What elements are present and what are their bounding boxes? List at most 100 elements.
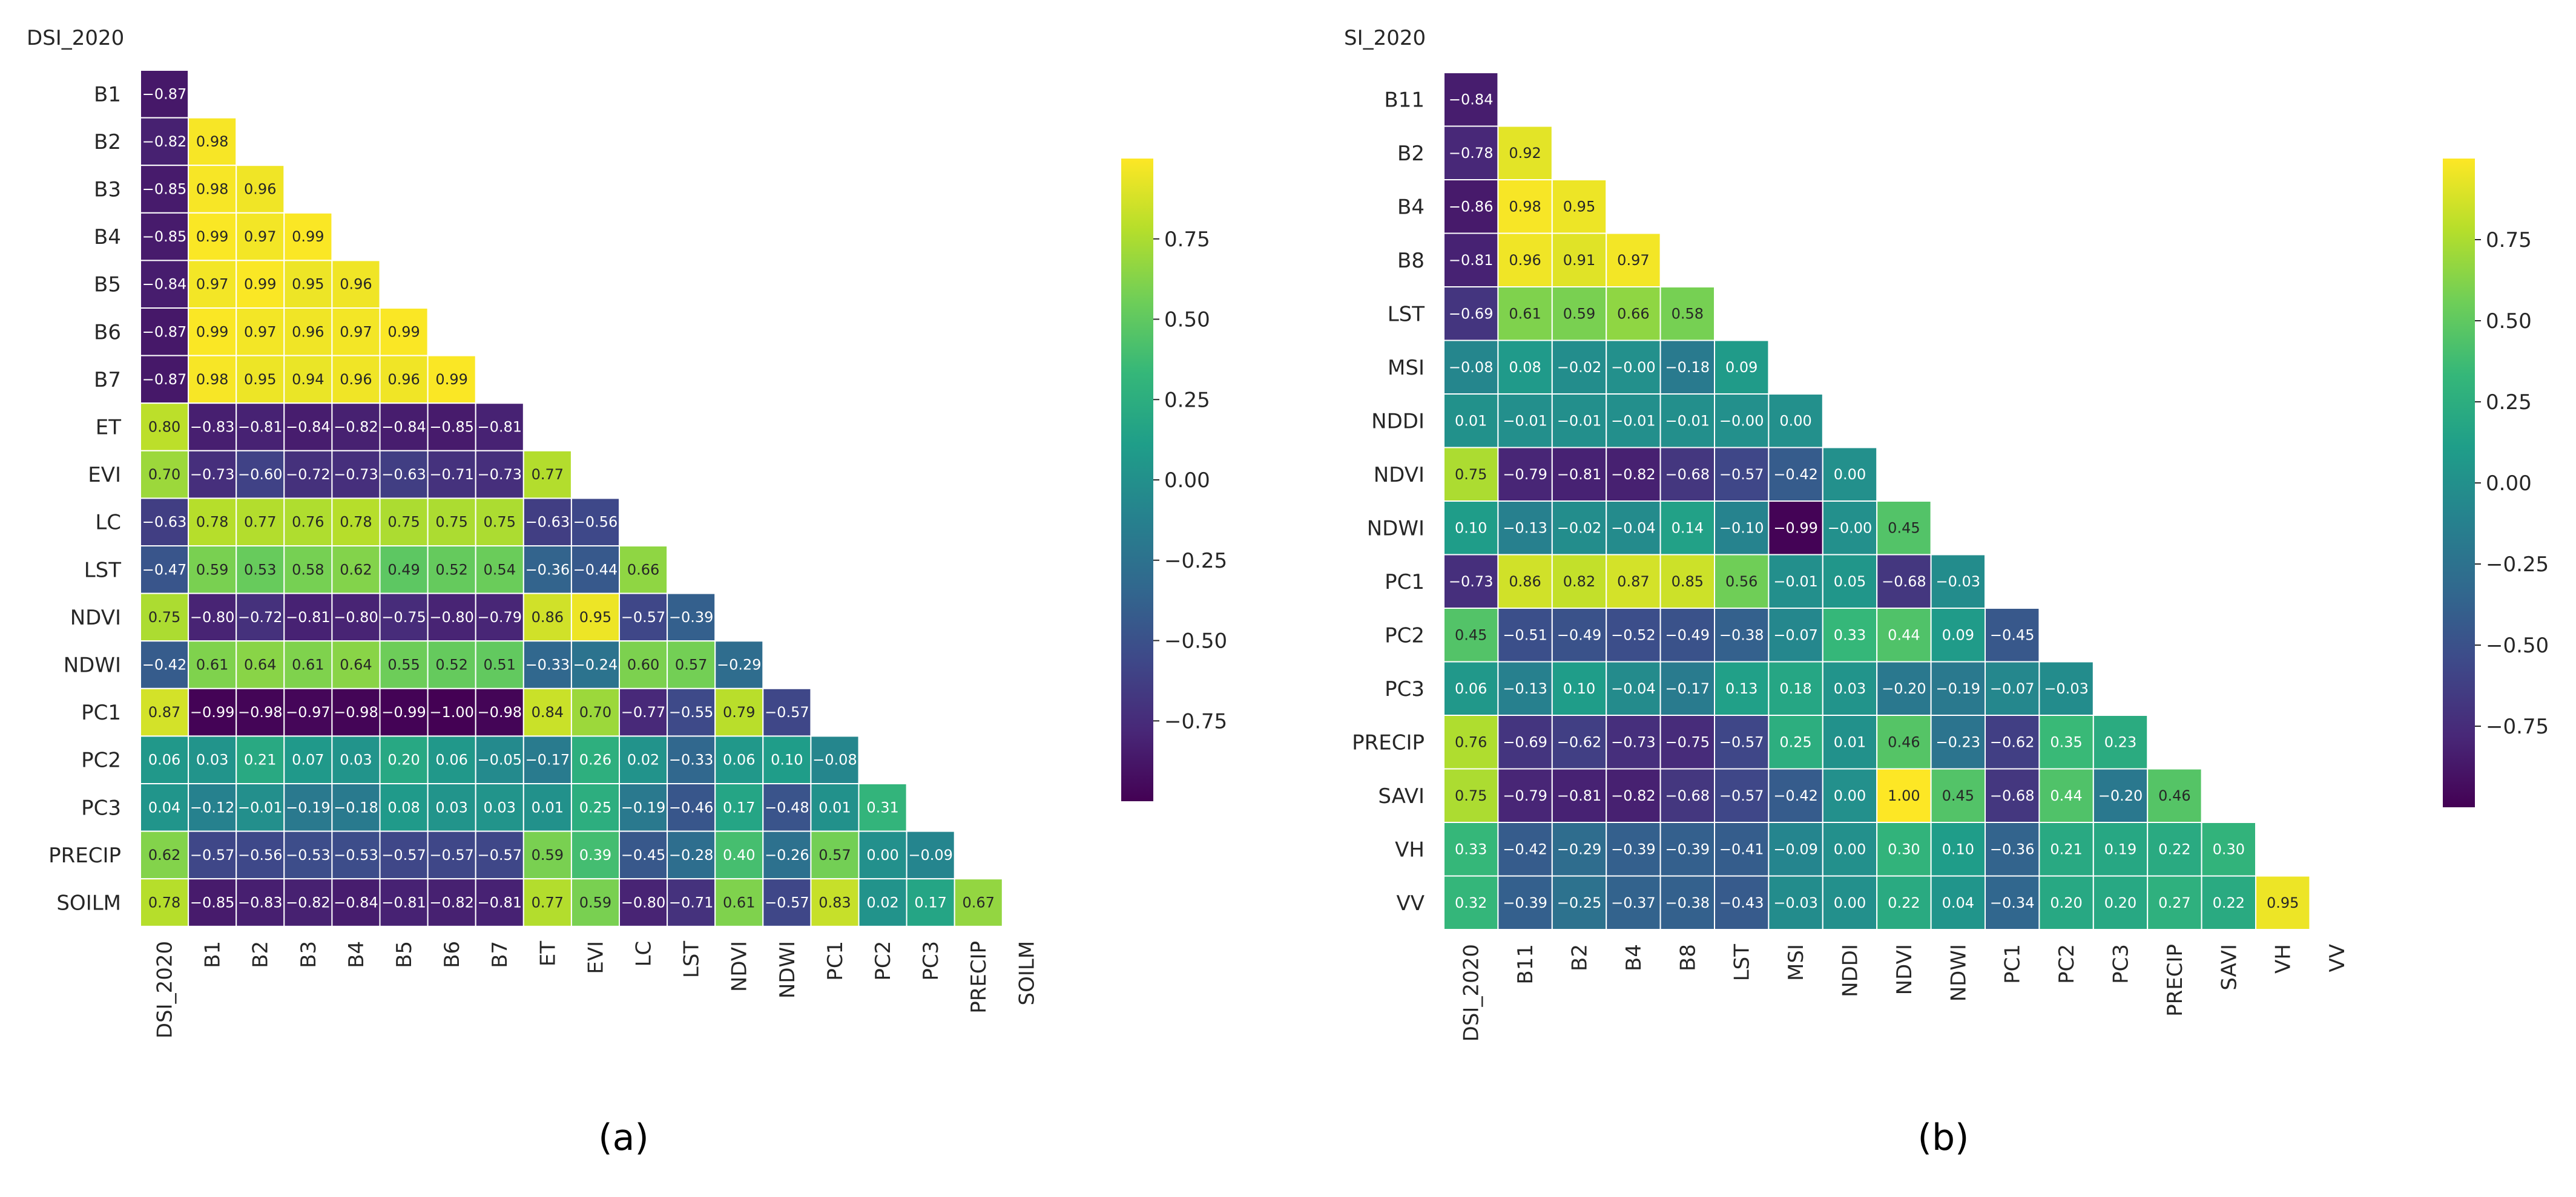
cell-value-label: −0.07 [1773, 626, 1818, 643]
heatmap-cell [283, 640, 333, 689]
heatmap-cell [1497, 179, 1553, 234]
cell-value-label: 0.96 [387, 371, 420, 388]
heatmap-cell [1876, 875, 1932, 930]
cell-value-label: −0.85 [429, 419, 474, 436]
cell-value-label: 0.21 [2050, 841, 2082, 858]
row-tick-label: B4 [94, 225, 121, 249]
heatmap-cell [762, 735, 812, 785]
heatmap-cell [1497, 393, 1553, 448]
cell-value-label: −0.84 [286, 419, 331, 436]
cell-value-label: 0.80 [148, 419, 180, 436]
chart-title: DSI_2020 [27, 26, 124, 50]
panel-caption: (b) [1918, 1117, 1969, 1159]
cell-value-label: 0.08 [1509, 359, 1541, 376]
cell-value-label: −0.10 [1719, 519, 1764, 536]
cell-value-label: −0.28 [669, 847, 714, 864]
cell-value-label: 0.01 [1455, 412, 1487, 429]
cell-value-label: −0.29 [1557, 841, 1602, 858]
cell-value-label: 0.95 [292, 276, 324, 293]
heatmap-cell [570, 497, 621, 547]
heatmap-cell [522, 830, 572, 880]
cell-value-label: 0.02 [627, 752, 659, 769]
cell-value-label: −0.41 [1719, 841, 1764, 858]
heatmap-cell [1822, 822, 1878, 877]
heatmap-cell [667, 592, 716, 642]
heatmap-cell [522, 783, 572, 832]
cell-value-label: 0.06 [723, 752, 755, 769]
heatmap-cell [188, 355, 237, 404]
heatmap-cell [140, 592, 189, 642]
cell-value-label: −0.29 [717, 657, 762, 674]
cell-value-label: 0.61 [723, 894, 755, 911]
cell-value-label: −0.82 [1611, 787, 1656, 804]
heatmap-cell [140, 640, 189, 689]
heatmap-cell [1930, 715, 1986, 770]
cell-value-label: 0.03 [435, 799, 467, 816]
heatmap-cell [619, 640, 668, 689]
heatmap-cell [1930, 875, 1986, 930]
heatmap-cell [1768, 447, 1823, 502]
cell-value-label: −0.99 [381, 704, 426, 721]
cell-value-label: −0.13 [1503, 680, 1547, 697]
cell-value-label: −0.08 [812, 752, 857, 769]
heatmap-cell [667, 830, 716, 880]
heatmap-panel-b: SI_2020 −0.84 −0.78 0.92 −0.86 0.98 0.95 −0.81 0… [1344, 26, 2549, 1159]
heatmap-cell [2092, 768, 2149, 823]
column-tick-label: B3 [297, 941, 321, 968]
column-tick-label: EVI [584, 941, 608, 974]
cell-value-label: 0.57 [675, 657, 707, 674]
cell-value-label: −0.04 [1611, 680, 1656, 697]
column-tick-label: B6 [440, 941, 464, 968]
cell-value-label: 0.53 [244, 561, 276, 578]
cell-value-label: 0.77 [532, 466, 564, 483]
row-tick-label: VH [1395, 838, 1425, 862]
heatmap-cell [1606, 715, 1661, 770]
cell-value-label: −0.38 [1719, 626, 1764, 643]
cell-value-label: −0.60 [238, 466, 283, 483]
cell-value-label: 0.97 [196, 276, 228, 293]
heatmap-cell [1606, 875, 1661, 930]
cell-value-label: −0.98 [477, 704, 522, 721]
heatmap-cell [570, 735, 621, 785]
heatmap-cell [1497, 447, 1553, 502]
heatmap-cell [379, 640, 429, 689]
column-tick-label: B2 [249, 941, 273, 968]
cell-value-label: 0.17 [914, 894, 946, 911]
heatmap-cell [2038, 768, 2094, 823]
heatmap-cell [1551, 500, 1607, 556]
colorbar-tick-label: −0.50 [2486, 634, 2549, 658]
row-tick-label: PRECIP [1352, 730, 1425, 755]
column-tick-label: B7 [488, 941, 512, 968]
heatmap-cell [140, 497, 189, 547]
cell-value-label: 0.10 [1455, 519, 1487, 536]
cell-value-label: −0.57 [1719, 787, 1764, 804]
cell-value-label: −0.39 [669, 609, 714, 626]
row-tick-label: B4 [1397, 195, 1425, 219]
heatmap-cell [140, 545, 189, 594]
cell-value-label: 0.03 [340, 752, 372, 769]
cell-value-label: 0.99 [196, 323, 228, 340]
heatmap-cell [762, 830, 812, 880]
cell-value-label: 0.92 [1509, 145, 1541, 162]
cell-value-label: −0.12 [190, 799, 235, 816]
cell-value-label: −0.45 [621, 847, 666, 864]
heatmap-cell [2038, 822, 2094, 877]
heatmap-cell [1443, 125, 1499, 180]
heatmap-cell [1822, 875, 1878, 930]
row-tick-label: SAVI [1378, 784, 1425, 808]
cell-value-label: −0.42 [1773, 787, 1818, 804]
heatmap-cell [1659, 875, 1716, 930]
cell-value-label: −0.49 [1665, 626, 1710, 643]
heatmap-cell [1443, 232, 1499, 287]
cell-value-label: −0.42 [1773, 466, 1818, 483]
cell-value-label: 0.09 [1725, 359, 1757, 376]
heatmap-cell [1714, 500, 1770, 556]
heatmap-cell [1768, 608, 1823, 663]
cell-value-label: 0.66 [627, 561, 659, 578]
colorbar-tick-label: −0.25 [1164, 549, 1227, 573]
heatmap-cell [714, 640, 764, 689]
cell-value-label: 0.00 [1834, 466, 1866, 483]
cell-value-label: −0.09 [1773, 841, 1818, 858]
cell-value-label: −0.00 [1611, 359, 1656, 376]
cell-value-label: −0.63 [525, 514, 570, 531]
